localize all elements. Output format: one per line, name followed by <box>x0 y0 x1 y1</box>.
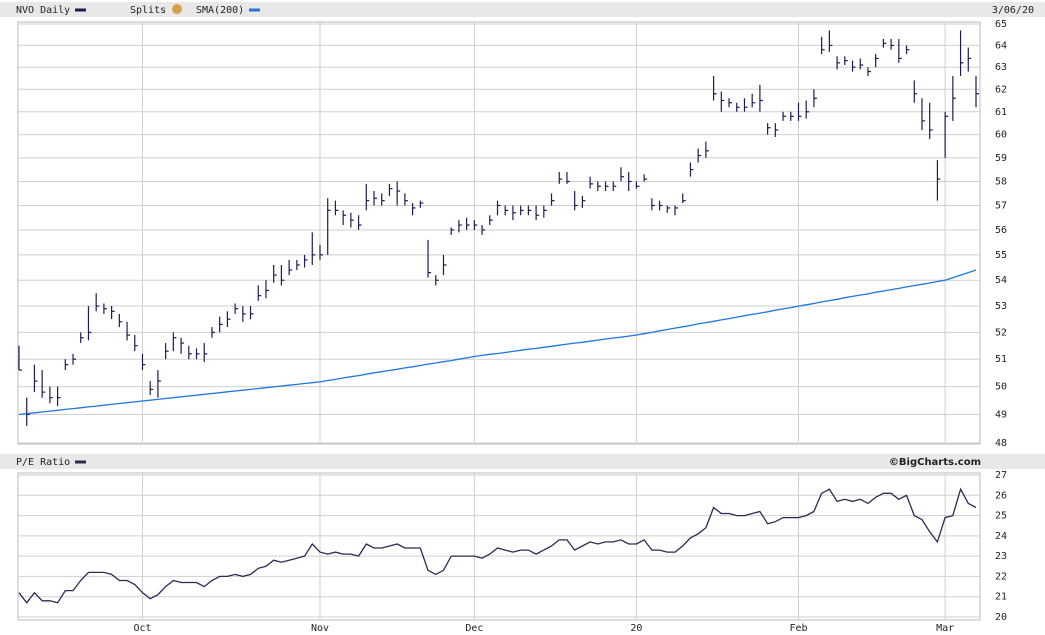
y-tick-label: 22 <box>995 571 1007 582</box>
y-tick-label: 24 <box>995 531 1007 542</box>
x-tick-label: Oct <box>133 623 151 634</box>
y-tick-label: 27 <box>995 470 1007 481</box>
y-tick-label: 52 <box>995 327 1007 338</box>
y-tick-label: 51 <box>995 354 1007 365</box>
sma-line <box>18 269 977 416</box>
x-tick-label: Mar <box>936 623 954 634</box>
y-tick-label: 20 <box>995 612 1007 623</box>
y-tick-label: 61 <box>995 107 1007 118</box>
legend-sma: SMA(200) <box>196 5 244 16</box>
y-tick-label: 55 <box>995 250 1007 261</box>
y-tick-label: 65 <box>995 19 1007 30</box>
y-tick-label: 26 <box>995 490 1007 501</box>
credit: ©BigCharts.com <box>889 457 981 468</box>
y-tick-label: 25 <box>995 511 1007 522</box>
splits-icon <box>172 4 182 14</box>
y-tick-label: 56 <box>995 225 1007 236</box>
pe-line <box>18 487 977 604</box>
y-tick-label: 62 <box>995 84 1007 95</box>
x-tick-label: Feb <box>789 623 807 634</box>
x-tick-label: 20 <box>630 623 642 634</box>
y-tick-label: 54 <box>995 275 1007 286</box>
pe-header-strip <box>0 454 1045 469</box>
y-tick-label: 64 <box>995 40 1007 51</box>
y-tick-label: 50 <box>995 382 1007 393</box>
header-strip <box>0 2 1045 17</box>
legend-splits: Splits <box>130 5 166 16</box>
x-tick-label: Nov <box>311 623 329 634</box>
y-tick-label: 63 <box>995 62 1007 73</box>
y-tick-label: 23 <box>995 551 1007 562</box>
x-tick-label: Dec <box>465 623 483 634</box>
y-tick-label: 57 <box>995 201 1007 212</box>
y-tick-label: 53 <box>995 301 1007 312</box>
y-tick-label: 48 <box>995 438 1007 449</box>
legend-price: NVO Daily <box>16 5 70 16</box>
y-tick-label: 60 <box>995 130 1007 141</box>
pe-title: P/E Ratio <box>16 457 70 468</box>
date-label: 3/06/20 <box>992 5 1034 16</box>
y-tick-label: 49 <box>995 410 1007 421</box>
price-plot <box>17 21 981 445</box>
y-tick-label: 59 <box>995 153 1007 164</box>
y-tick-label: 21 <box>995 592 1007 603</box>
y-tick-label: 58 <box>995 176 1007 187</box>
